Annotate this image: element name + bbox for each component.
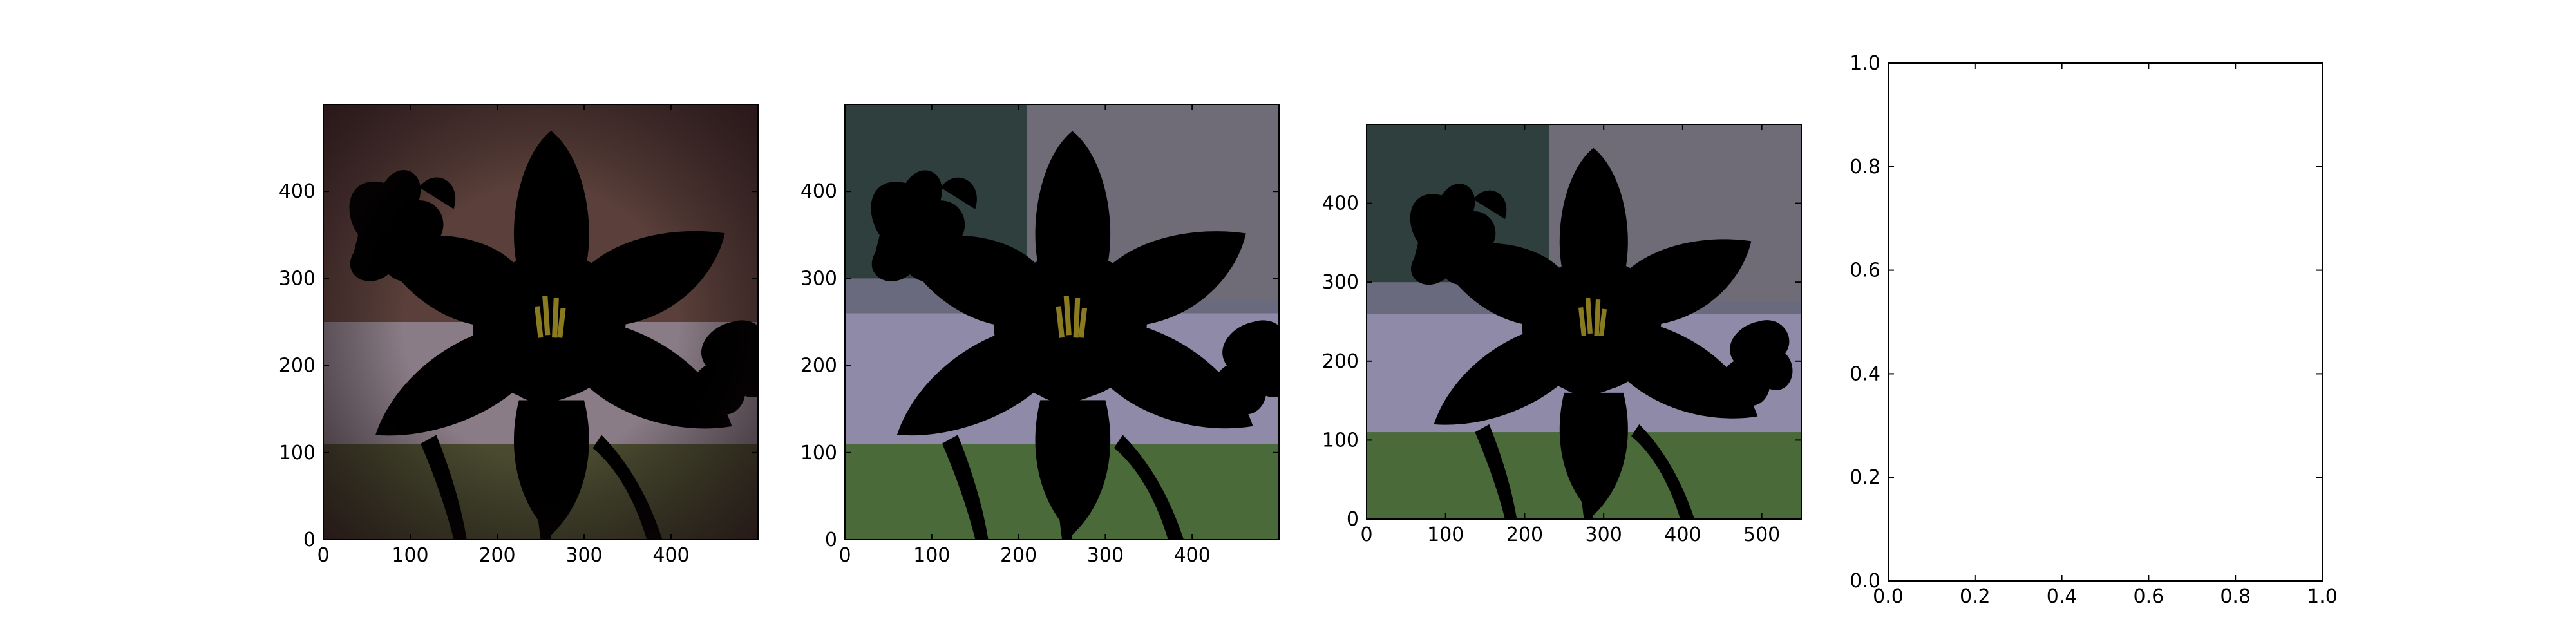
axes-frame: [323, 104, 759, 540]
x-tick-label: 0: [1360, 524, 1372, 546]
axes-frame: [844, 104, 1280, 540]
y-tick-label: 0: [1347, 508, 1359, 531]
y-tick-label: 0: [825, 529, 837, 551]
x-tick-label: 0.6: [2134, 585, 2164, 608]
daffodil-image-2: [845, 104, 1279, 540]
y-tick-label: 0.8: [1850, 156, 1880, 178]
y-tick-label: 300: [1322, 271, 1359, 294]
x-tick-label: 100: [913, 544, 950, 567]
y-tick-label: 0.6: [1850, 260, 1880, 282]
x-tick-label: 300: [565, 544, 602, 567]
y-tick-label: 400: [1322, 193, 1359, 215]
subplot-3: 0 100 200 300 400 500 0 100 200 300 400: [1322, 124, 1802, 546]
daffodil-image-3: [1367, 124, 1801, 519]
y-tick-label: 400: [279, 180, 316, 203]
y-tick-label: 0.2: [1850, 466, 1880, 489]
x-tick-label: 0.2: [1960, 585, 1991, 608]
y-tick-label: 0: [303, 529, 316, 551]
x-tick-label: 0.8: [2220, 585, 2251, 608]
y-tick-label: 100: [800, 442, 837, 464]
x-tick-label: 400: [652, 544, 689, 567]
y-tick-label: 0.0: [1850, 570, 1880, 592]
y-tick-label: 100: [279, 442, 316, 464]
x-tick-label: 400: [1174, 544, 1211, 567]
x-tick-label: 200: [478, 544, 515, 567]
x-tick-label: 1.0: [2307, 585, 2338, 608]
x-tick-label: 300: [1087, 544, 1124, 567]
x-tick-label: 0.4: [2047, 585, 2078, 608]
y-tick-label: 200: [279, 355, 316, 377]
y-tick-label: 100: [1322, 429, 1359, 451]
x-tick-label: 400: [1664, 524, 1701, 546]
subplot-4: 0.0 0.2 0.4 0.6 0.8 1.0 0.0 0.2 0.4 0.6 0.8 1.0: [1850, 52, 2338, 608]
subplot-1: 0 100 200 300 400 0 100 200 300 400: [279, 104, 759, 567]
x-tick-label: 100: [392, 544, 428, 567]
y-tick-label: 400: [800, 180, 837, 203]
x-tick-label: 200: [1000, 544, 1037, 567]
y-tick-label: 1.0: [1850, 52, 1880, 75]
x-tick-label: 500: [1743, 524, 1780, 546]
daffodil-image-1: [323, 104, 758, 540]
subplot-2: 0 100 200 300 400 0 100 200 300 400: [800, 104, 1280, 567]
x-tick-label: 0: [317, 544, 329, 567]
y-tick-label: 300: [800, 267, 837, 290]
x-tick-label: 300: [1586, 524, 1622, 546]
x-tick-label: 0.0: [1873, 585, 1904, 608]
x-tick-label: 200: [1506, 524, 1543, 546]
y-tick-label: 0.4: [1850, 363, 1880, 385]
y-tick-label: 200: [800, 355, 837, 377]
x-tick-label: 0: [838, 544, 851, 567]
axes-frame: [1366, 124, 1802, 520]
axes-frame: [1888, 62, 2323, 582]
x-tick-label: 100: [1427, 524, 1464, 546]
y-tick-label: 300: [279, 267, 316, 290]
y-tick-label: 200: [1322, 350, 1359, 373]
